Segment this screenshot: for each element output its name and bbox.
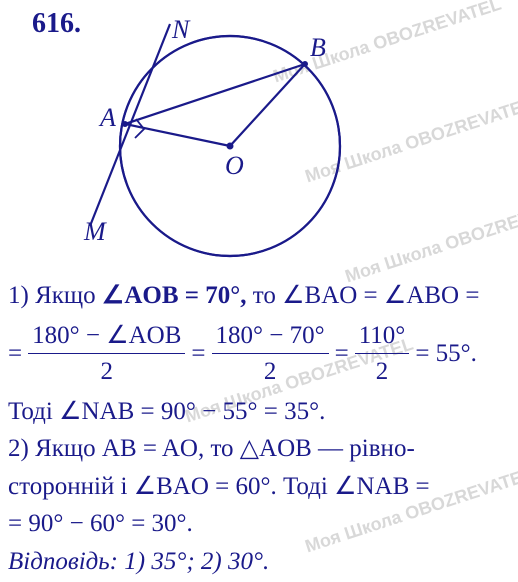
ang-bao-abo: ∠BAO = ∠ABO = [282, 282, 479, 309]
label-n: N [171, 16, 191, 44]
label-m: M [83, 217, 107, 246]
frac3: 110° 2 [355, 318, 410, 390]
frac1-num: 180° − ∠AOB [28, 318, 185, 355]
problem-number: 616. [32, 8, 81, 40]
geometry-diagram: A B O N M [80, 16, 380, 276]
label-b: B [310, 33, 326, 62]
point-a-dot [122, 121, 128, 127]
then-line: Тоді ∠NAB = 90° − 55° = 35°. [8, 394, 514, 430]
answer-line: Відповідь: 1) 35°; 2) 30°. [8, 544, 514, 580]
frac1-den: 2 [28, 354, 185, 390]
part2-line-a: 2) Якщо AB = AO, то △AOB — рівно- [8, 431, 514, 467]
label-o: O [225, 151, 244, 180]
part2-line-b: сторонній і ∠BAO = 60°. Тоді ∠NAB = [8, 469, 514, 505]
equation-line: = 180° − ∠AOB 2 = 180° − 70° 2 = 110° 2 … [8, 318, 514, 390]
eq-lead: = [8, 336, 22, 372]
frac2-num: 180° − 70° [212, 318, 329, 355]
frac3-den: 2 [355, 354, 410, 390]
solution-text: 1) Якщо ∠AOB = 70°, то ∠BAO = ∠ABO = = 1… [4, 276, 514, 581]
point-b-dot [302, 61, 308, 67]
frac3-num: 110° [355, 318, 410, 355]
answer-text: Відповідь: 1) 35°; 2) 30°. [8, 548, 269, 575]
ang-aob: ∠AOB = 70°, [102, 282, 253, 309]
part1-line1: 1) Якщо ∠AOB = 70°, то ∠BAO = ∠ABO = [8, 278, 514, 314]
eq-tail: = 55°. [415, 336, 477, 372]
radius-oa [125, 124, 230, 146]
frac2: 180° − 70° 2 [212, 318, 329, 390]
to: то [253, 282, 282, 309]
part1-intro: 1) Якщо [8, 282, 102, 309]
eq-sign: = [191, 336, 205, 372]
frac2-den: 2 [212, 354, 329, 390]
center-dot [227, 143, 234, 150]
label-a: A [98, 103, 116, 132]
frac1: 180° − ∠AOB 2 [28, 318, 185, 390]
part2-line-c: = 90° − 60° = 30°. [8, 506, 514, 542]
eq-sign2: = [335, 336, 349, 372]
right-angle-marker [135, 119, 144, 138]
